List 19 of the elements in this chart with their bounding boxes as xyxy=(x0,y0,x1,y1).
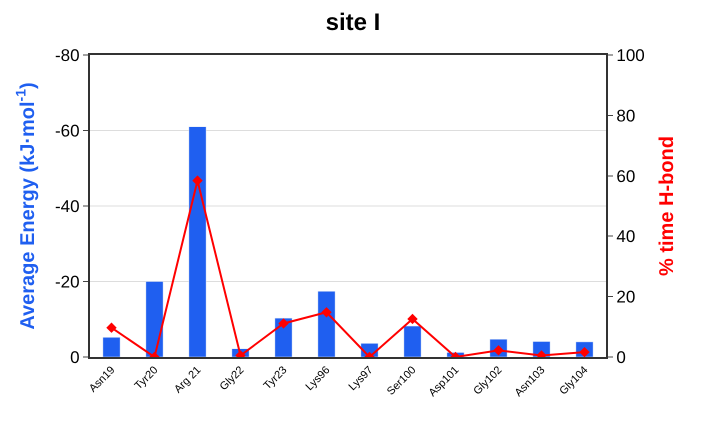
y2-tick-label: 0 xyxy=(616,348,626,367)
y2-tick-label: 80 xyxy=(616,106,636,126)
y-tick-label: -40 xyxy=(55,196,80,216)
y2-tick-label: 40 xyxy=(616,227,636,246)
point xyxy=(278,318,289,329)
y-tick-label: -60 xyxy=(55,121,80,140)
y-tick-label: 0 xyxy=(70,348,80,367)
y2-tick-label: 20 xyxy=(616,288,636,307)
chart-title: site I xyxy=(326,8,380,36)
x-tick-label: Arg 21 xyxy=(172,364,204,396)
y2-axis-title: % time H-bond xyxy=(656,136,678,276)
point xyxy=(192,175,203,186)
y-tick-label: -80 xyxy=(55,46,80,65)
point xyxy=(106,322,117,333)
y-tick-label: -20 xyxy=(55,272,80,292)
point xyxy=(321,307,332,318)
point xyxy=(407,314,418,324)
y2-tick-label: 60 xyxy=(616,166,636,186)
y2-tick-label: 100 xyxy=(616,46,645,65)
